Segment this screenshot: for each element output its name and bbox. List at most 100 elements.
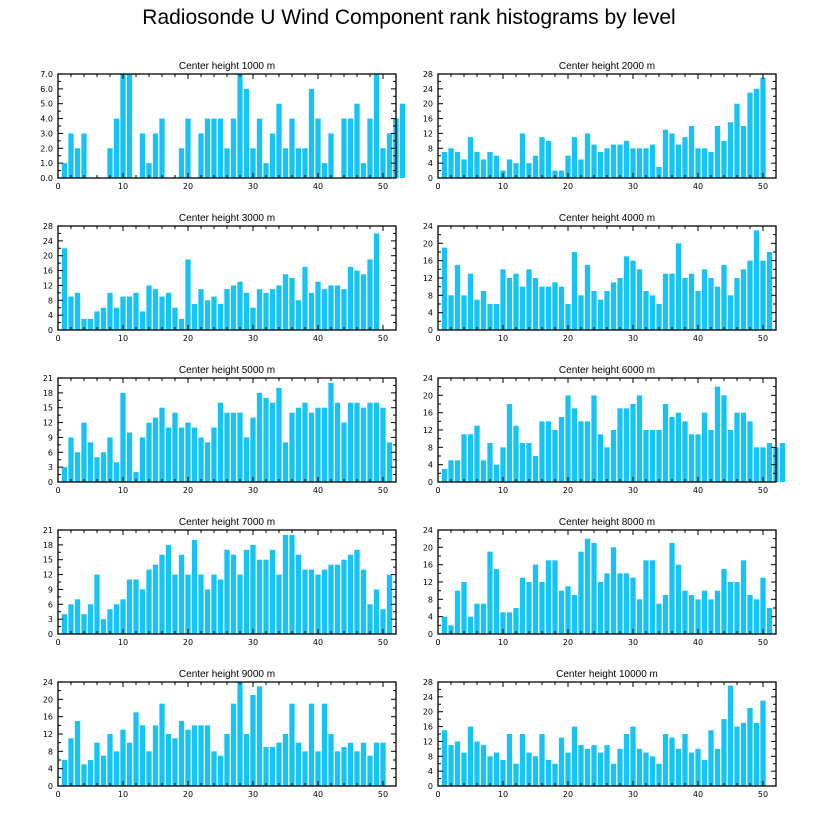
bar bbox=[308, 88, 315, 178]
bar bbox=[662, 734, 669, 786]
y-tick-label: 8 bbox=[428, 443, 433, 452]
bar bbox=[760, 447, 766, 482]
bar bbox=[94, 311, 100, 330]
bar bbox=[630, 726, 636, 786]
bar bbox=[526, 269, 532, 330]
y-tick-label: 0 bbox=[428, 782, 433, 791]
bar bbox=[74, 721, 81, 786]
y-tick-label: 1.0 bbox=[40, 159, 53, 168]
y-tick-label: 24 bbox=[423, 526, 433, 535]
bar bbox=[747, 595, 753, 634]
bar bbox=[441, 730, 448, 786]
panel-title: Center height 5000 m bbox=[179, 365, 275, 376]
panel-3: Center height 3000 m 0 10 20 30 40 50 0 4 8 12 16 20… bbox=[43, 213, 397, 343]
bar bbox=[341, 422, 347, 482]
bar bbox=[753, 447, 760, 482]
bar bbox=[211, 427, 217, 482]
bar bbox=[506, 159, 513, 178]
y-tick-label: 18 bbox=[43, 389, 53, 398]
bar bbox=[276, 285, 282, 330]
y-tick-label: 20 bbox=[43, 695, 53, 704]
bar bbox=[688, 126, 695, 178]
bar bbox=[165, 734, 172, 786]
bar bbox=[558, 417, 565, 482]
bar bbox=[360, 569, 367, 634]
bar bbox=[380, 609, 386, 634]
bar bbox=[714, 126, 721, 178]
x-tick-label: 40 bbox=[693, 182, 703, 191]
bar bbox=[152, 564, 159, 634]
x-tick-label: 50 bbox=[378, 486, 388, 495]
x-tick-label: 40 bbox=[313, 790, 323, 799]
bar bbox=[649, 295, 656, 330]
bar bbox=[662, 273, 669, 330]
bar bbox=[604, 745, 610, 786]
bar bbox=[552, 170, 558, 178]
bar bbox=[94, 742, 100, 786]
panel-6: Center height 6000 m 0 10 20 30 40 50 0 4 8 12 16 20… bbox=[423, 365, 786, 495]
bar bbox=[623, 408, 630, 482]
bar bbox=[354, 751, 360, 786]
bar bbox=[721, 140, 727, 178]
bar bbox=[565, 586, 571, 634]
bar bbox=[217, 402, 224, 482]
y-tick-label: 8 bbox=[428, 291, 433, 300]
x-tick-label: 10 bbox=[118, 182, 128, 191]
bar bbox=[334, 751, 341, 786]
y-tick-label: 24 bbox=[423, 85, 433, 94]
bar bbox=[373, 402, 380, 482]
x-tick-label: 10 bbox=[118, 638, 128, 647]
bar bbox=[532, 155, 539, 178]
x-tick-label: 10 bbox=[498, 182, 508, 191]
bar bbox=[526, 752, 532, 786]
bar bbox=[224, 148, 230, 178]
bar bbox=[282, 148, 289, 178]
panel-title: Center height 1000 m bbox=[179, 61, 275, 72]
bar bbox=[295, 300, 302, 330]
bar bbox=[610, 547, 617, 634]
bar bbox=[295, 742, 302, 786]
bar bbox=[610, 282, 617, 330]
x-tick-label: 10 bbox=[118, 790, 128, 799]
bar bbox=[558, 170, 565, 178]
bar bbox=[630, 260, 636, 330]
y-tick-label: 2.0 bbox=[40, 144, 53, 153]
bar bbox=[591, 144, 597, 178]
bar bbox=[487, 152, 493, 178]
bar bbox=[133, 712, 139, 786]
bar bbox=[107, 609, 113, 634]
bar bbox=[669, 133, 675, 178]
bar bbox=[500, 269, 506, 330]
bar bbox=[487, 756, 493, 786]
bar bbox=[185, 729, 191, 786]
bar bbox=[204, 589, 211, 634]
bar bbox=[506, 612, 513, 634]
bar bbox=[669, 417, 675, 482]
bar bbox=[347, 266, 354, 330]
bar bbox=[558, 737, 565, 786]
bar bbox=[321, 289, 328, 330]
bar bbox=[81, 422, 87, 482]
bar bbox=[727, 295, 734, 330]
bar bbox=[753, 88, 760, 178]
bar bbox=[493, 155, 500, 178]
bar bbox=[734, 582, 740, 634]
y-tick-label: 0 bbox=[428, 630, 433, 639]
bar bbox=[701, 760, 708, 786]
y-tick-label: 16 bbox=[423, 115, 433, 124]
bar bbox=[87, 604, 94, 634]
y-tick-label: 21 bbox=[43, 526, 53, 535]
bar bbox=[191, 539, 198, 634]
bar bbox=[584, 748, 591, 786]
bar bbox=[347, 402, 354, 482]
bar bbox=[230, 412, 237, 482]
bar bbox=[656, 430, 662, 482]
bar bbox=[545, 286, 552, 330]
bar bbox=[120, 74, 126, 178]
bar bbox=[139, 437, 146, 482]
y-tick-label: 0 bbox=[428, 478, 433, 487]
x-tick-label: 20 bbox=[183, 486, 193, 495]
x-tick-label: 50 bbox=[378, 182, 388, 191]
bar bbox=[454, 152, 461, 178]
bar bbox=[493, 752, 500, 786]
